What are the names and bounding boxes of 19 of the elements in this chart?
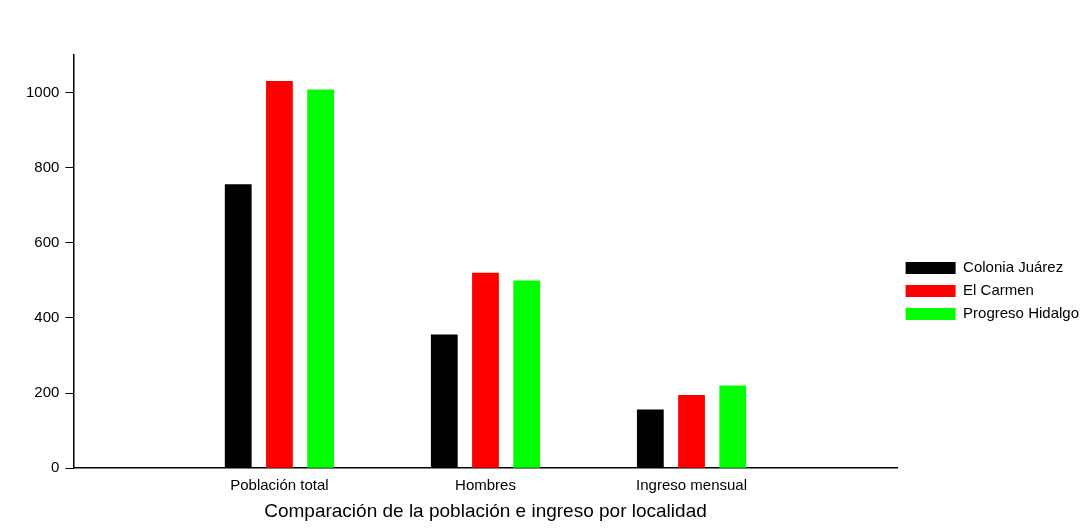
bar [472, 272, 499, 468]
y-tick-label: 200 [34, 383, 60, 401]
bar [266, 80, 293, 468]
x-tick-label: Hombres [455, 476, 516, 494]
bar [719, 385, 747, 468]
x-tick-label: Población total [230, 476, 329, 494]
y-tick-label: 800 [34, 157, 60, 175]
bar [678, 394, 705, 468]
legend-label: Progreso Hidalgo [963, 304, 1080, 322]
y-tick-label: 1000 [25, 82, 60, 100]
bar [513, 280, 541, 468]
x-axis-title: Comparación de la población e ingreso por localidad [264, 499, 707, 521]
legend-label: Colonia Juárez [963, 258, 1064, 276]
x-tick-label: Ingreso mensual [636, 476, 747, 494]
y-tick-label: 600 [34, 232, 60, 250]
legend-label: El Carmen [963, 281, 1034, 299]
bar [307, 89, 335, 468]
y-tick-label: 0 [51, 458, 60, 476]
y-tick-label: 400 [34, 308, 60, 326]
